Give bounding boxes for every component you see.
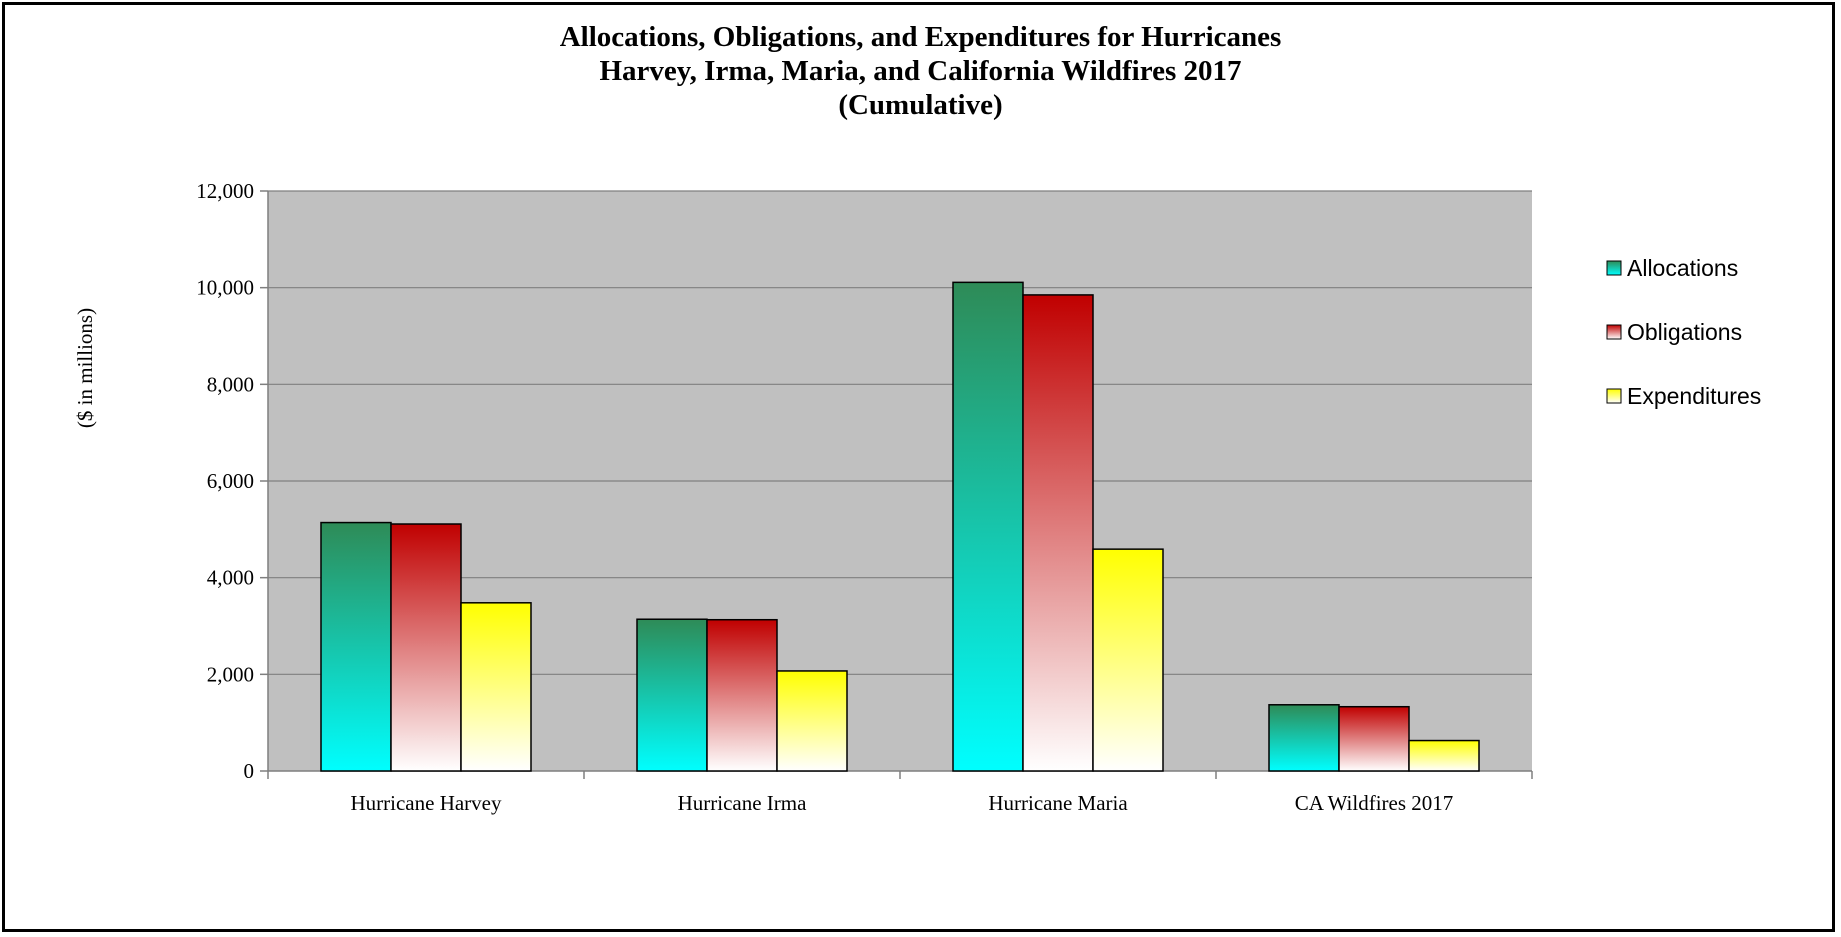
bar-expenditures (1408, 739, 1480, 772)
bar-obligations (390, 523, 462, 772)
chart-title-line-1: Allocations, Obligations, and Expenditur… (559, 21, 1282, 53)
bar-expenditures (460, 602, 532, 772)
bar-expenditures (776, 670, 848, 772)
y-axis-label: ($ in millions) (73, 308, 97, 428)
y-tick-label: 4,000 (207, 566, 254, 590)
legend-label: Expenditures (1627, 383, 1761, 409)
legend-label: Obligations (1627, 319, 1742, 345)
bar-allocations (1268, 704, 1340, 772)
bar-expenditures (1092, 548, 1164, 772)
chart-title-line-3: (Cumulative) (838, 89, 1003, 121)
legend-swatch (1606, 324, 1622, 340)
chart-title-line-2: Harvey, Irma, Maria, and California Wild… (599, 55, 1242, 87)
bar-obligations (706, 618, 778, 772)
x-category-label: CA Wildfires 2017 (1295, 791, 1454, 815)
bar-obligations (1022, 294, 1094, 772)
legend-swatch (1606, 388, 1622, 404)
x-category-label: Hurricane Irma (678, 791, 808, 815)
bar-obligations (1338, 705, 1410, 772)
bar-allocations (320, 521, 392, 772)
legend-swatch (1606, 260, 1622, 276)
x-category-label: Hurricane Harvey (351, 791, 502, 815)
y-tick-label: 8,000 (207, 372, 254, 396)
y-tick-label: 2,000 (207, 662, 254, 686)
y-tick-label: 12,000 (196, 179, 254, 203)
y-tick-label: 10,000 (196, 276, 254, 300)
bar-allocations (952, 281, 1024, 772)
y-tick-label: 6,000 (207, 469, 254, 493)
y-tick-label: 0 (244, 759, 255, 783)
legend-label: Allocations (1627, 255, 1738, 281)
bar-allocations (636, 618, 708, 772)
x-category-label: Hurricane Maria (988, 791, 1128, 815)
